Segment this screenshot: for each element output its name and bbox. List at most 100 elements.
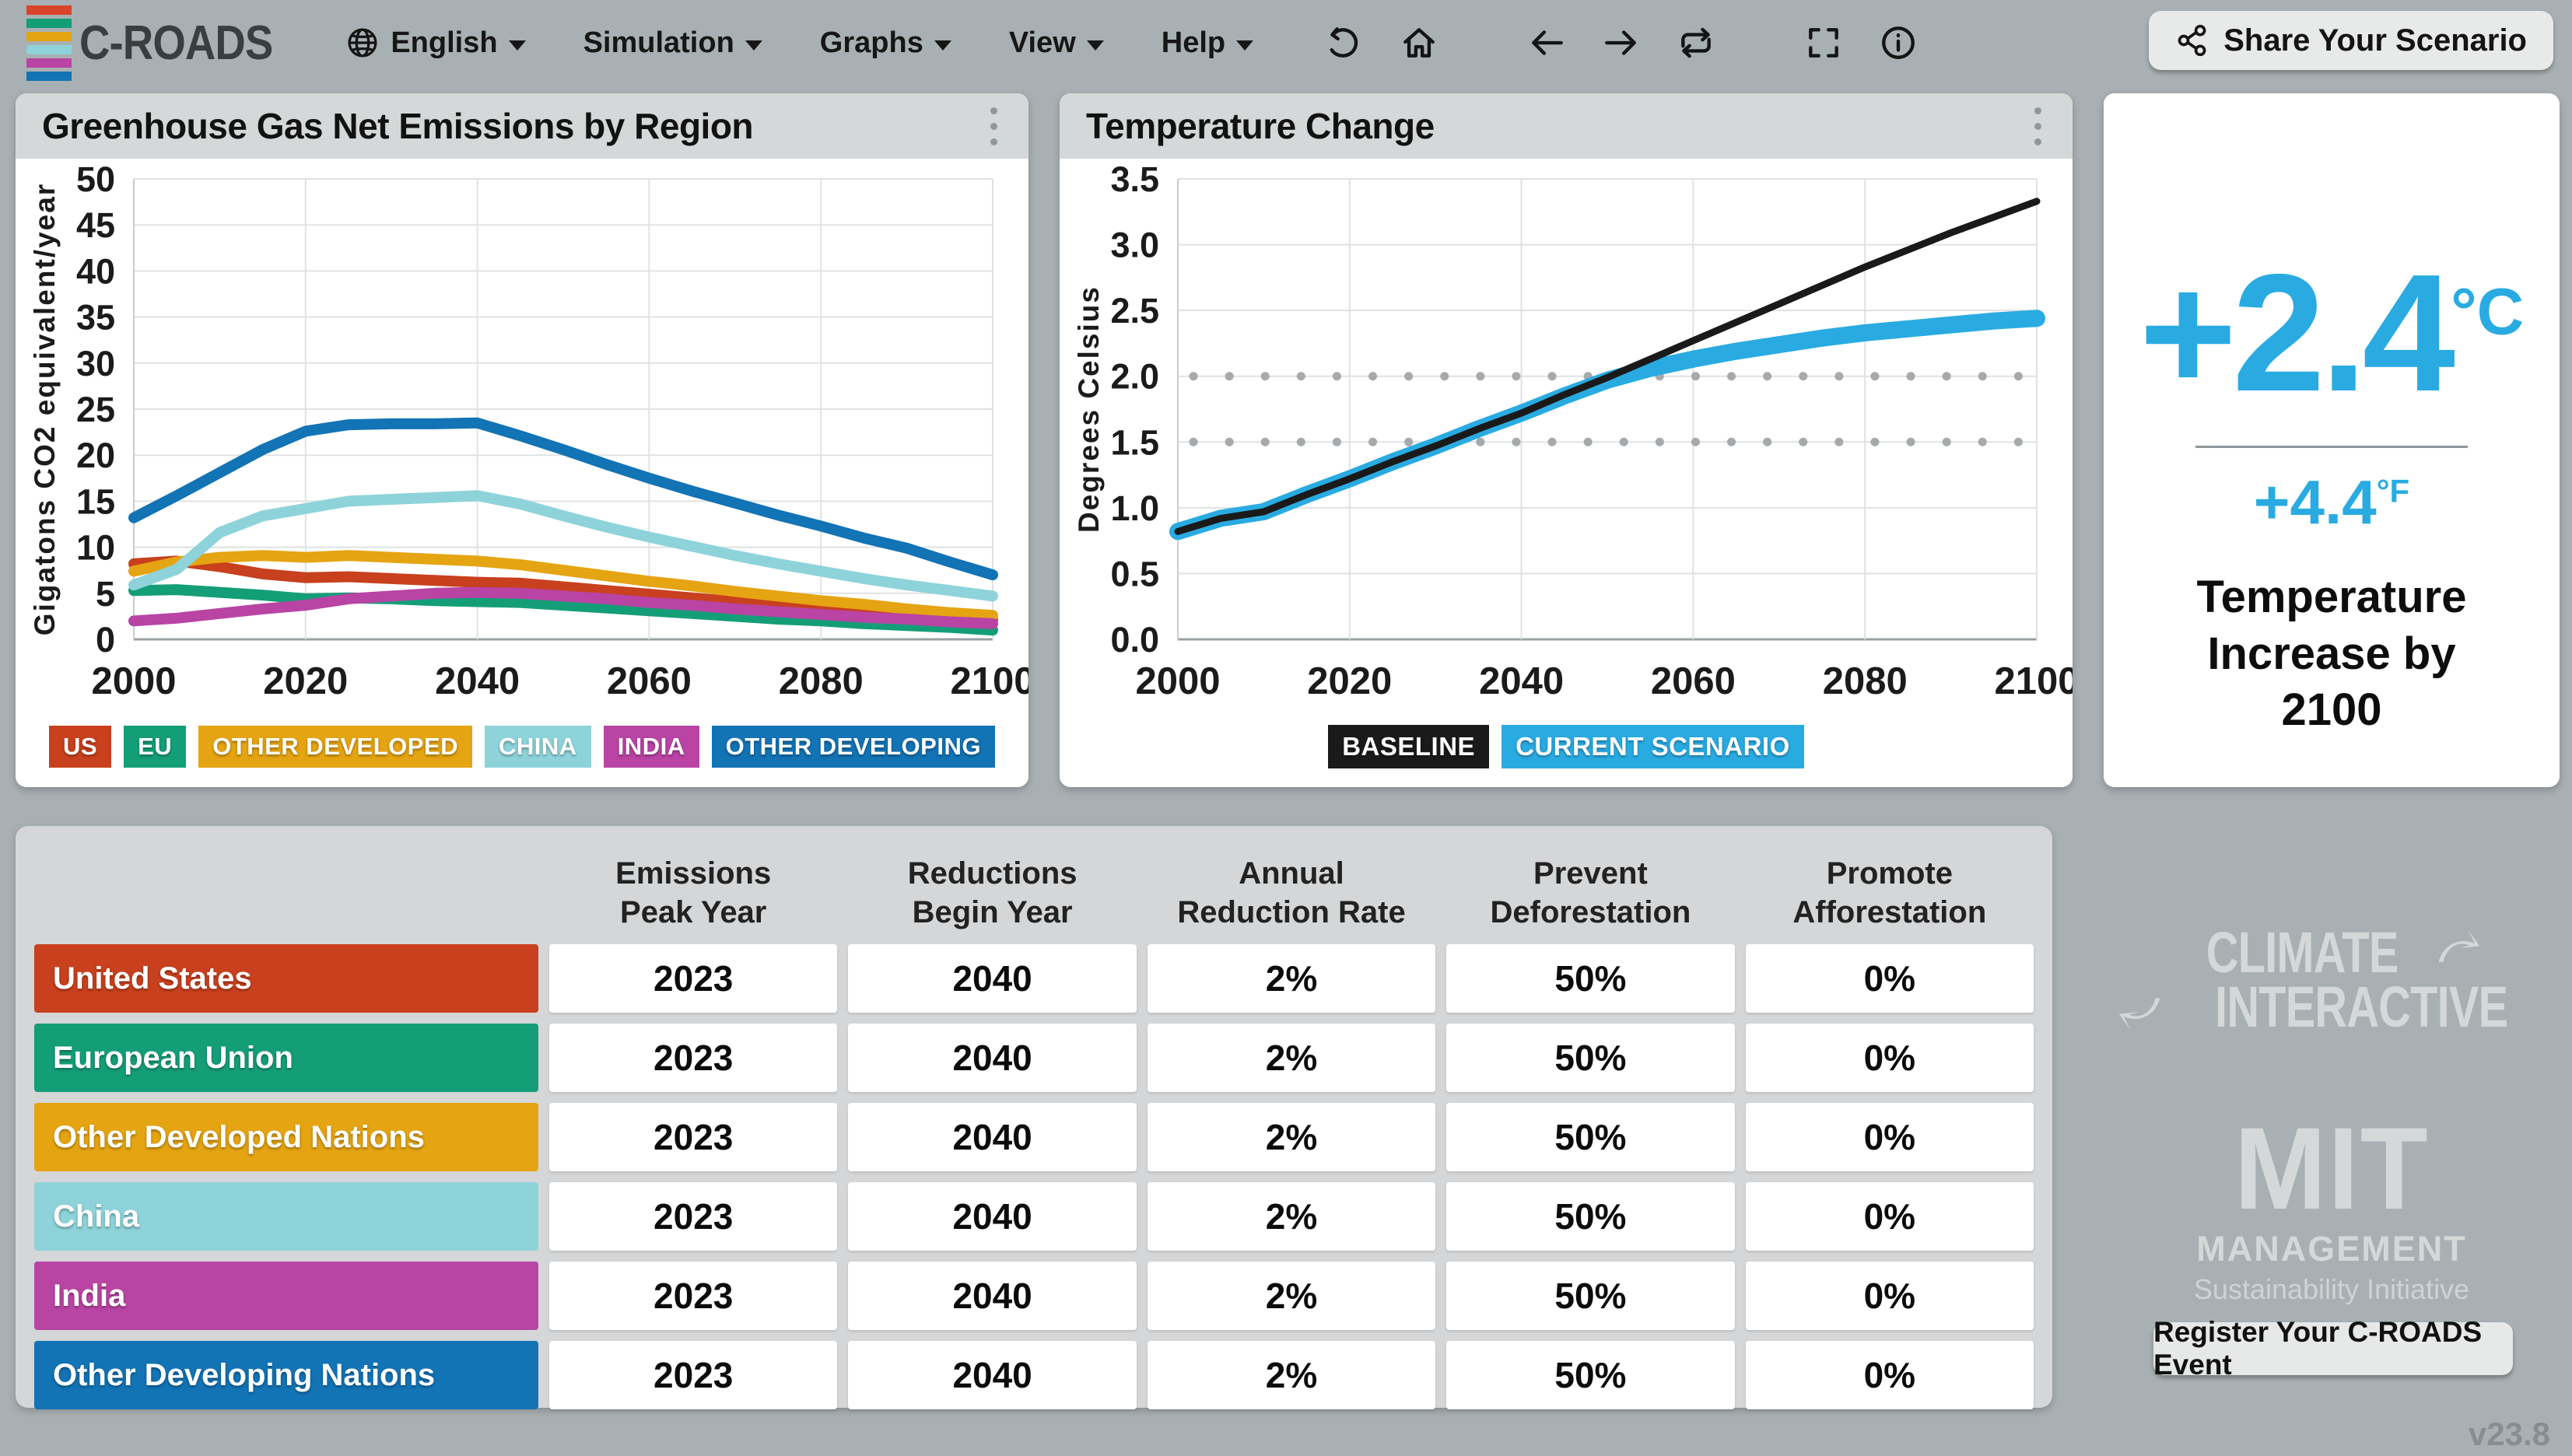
undo-button[interactable]: [1323, 22, 1365, 64]
svg-text:25: 25: [76, 390, 115, 429]
table-row-other-developed-nations: Other Developed Nations 2023 2040 2% 50% 0%: [34, 1103, 2034, 1171]
forward-button[interactable]: [1600, 22, 1642, 64]
value-cell-0[interactable]: 2023: [549, 1262, 838, 1330]
menu-language[interactable]: English: [345, 26, 526, 60]
legend-chip-other-developed[interactable]: OTHER DEVELOPED: [198, 726, 473, 768]
value-cell-4[interactable]: 0%: [1745, 1341, 2034, 1409]
region-label[interactable]: European Union: [34, 1024, 538, 1092]
value-cell-2[interactable]: 2%: [1147, 1341, 1436, 1409]
temperature-increase-fahrenheit: +4.4°F: [2253, 467, 2410, 537]
value-cell-2[interactable]: 2%: [1147, 1262, 1436, 1330]
svg-text:2020: 2020: [1307, 660, 1392, 702]
svg-text:2080: 2080: [1823, 660, 1908, 702]
menu-bar: English Simulation Graphs View Help: [345, 26, 1254, 60]
menu-view[interactable]: View: [1009, 26, 1104, 60]
value-cell-4[interactable]: 0%: [1745, 1103, 2034, 1171]
value-cell-4[interactable]: 0%: [1745, 1262, 2034, 1330]
mit-sustainability-label: Sustainability Initiative: [2193, 1272, 2470, 1305]
value-cell-2[interactable]: 2%: [1147, 1024, 1436, 1092]
table-row-other-developing-nations: Other Developing Nations 2023 2040 2% 50% 0%: [34, 1341, 2034, 1409]
temperature-panel-menu-button[interactable]: [2030, 103, 2046, 150]
c-roads-logo[interactable]: C-ROADS: [26, 5, 299, 81]
region-label[interactable]: Other Developing Nations: [34, 1341, 538, 1409]
svg-text:2.5: 2.5: [1110, 291, 1159, 331]
cycle-arrow-down-icon: [2118, 998, 2160, 1031]
value-cell-0[interactable]: 2023: [549, 944, 838, 1013]
emissions-panel-header: Greenhouse Gas Net Emissions by Region: [16, 93, 1028, 159]
table-row-european-union: European Union 2023 2040 2% 50% 0%: [34, 1024, 2034, 1092]
legend-chip-other-developing[interactable]: OTHER DEVELOPING: [711, 726, 995, 768]
value-cell-4[interactable]: 0%: [1745, 944, 2034, 1013]
share-your-scenario-button[interactable]: Share Your Scenario: [2149, 11, 2553, 70]
value-cell-1[interactable]: 2040: [848, 1103, 1137, 1171]
region-label[interactable]: India: [34, 1262, 538, 1330]
value-cell-2[interactable]: 2%: [1147, 944, 1436, 1013]
menu-help[interactable]: Help: [1162, 26, 1254, 60]
table-row-india: India 2023 2040 2% 50% 0%: [34, 1262, 2034, 1330]
navbar: C-ROADS English Simulation Graphs View H…: [0, 0, 2572, 86]
legend-chip-baseline[interactable]: BASELINE: [1328, 725, 1490, 768]
value-cell-3[interactable]: 50%: [1446, 1024, 1735, 1092]
value-cell-0[interactable]: 2023: [549, 1103, 838, 1171]
table-body: United States 2023 2040 2% 50% 0% European Uni…: [34, 944, 2034, 1409]
value-cell-3[interactable]: 50%: [1446, 1103, 1735, 1171]
value-cell-1[interactable]: 2040: [848, 944, 1137, 1013]
temperature-chart-panel: Temperature Change 0.0 0.5 1.0 1.5 2.0 2.5 3.0…: [1060, 93, 2073, 787]
logo-color-bars: [26, 5, 72, 81]
value-cell-1[interactable]: 2040: [848, 1024, 1137, 1092]
menu-graphs[interactable]: Graphs: [820, 26, 951, 60]
legend-chip-us[interactable]: US: [49, 726, 112, 768]
region-label[interactable]: China: [34, 1182, 538, 1251]
toolbar: [1323, 22, 1919, 64]
value-cell-0[interactable]: 2023: [549, 1024, 838, 1092]
menu-language-label: English: [391, 26, 498, 59]
register-event-button[interactable]: Register Your C-ROADS Event: [2153, 1316, 2513, 1381]
undo-icon: [1330, 27, 1358, 58]
value-cell-2[interactable]: 2%: [1147, 1182, 1436, 1251]
emissions-panel-menu-button[interactable]: [986, 103, 1002, 150]
table-row-united-states: United States 2023 2040 2% 50% 0%: [34, 944, 2034, 1013]
value-cell-1[interactable]: 2040: [848, 1262, 1137, 1330]
menu-simulation[interactable]: Simulation: [583, 26, 762, 60]
svg-text:40: 40: [76, 251, 115, 291]
climate-interactive-line1: CLIMATE: [2206, 920, 2399, 985]
svg-text:2040: 2040: [1479, 660, 1564, 702]
svg-text:2.0: 2.0: [1110, 357, 1159, 397]
svg-text:0.0: 0.0: [1110, 620, 1159, 660]
value-cell-3[interactable]: 50%: [1446, 1341, 1735, 1409]
value-cell-2[interactable]: 2%: [1147, 1103, 1436, 1171]
value-cell-3[interactable]: 50%: [1446, 1182, 1735, 1251]
legend-chip-current-scenario[interactable]: CURRENT SCENARIO: [1502, 725, 1804, 768]
value-cell-4[interactable]: 0%: [1745, 1182, 2034, 1251]
value-cell-1[interactable]: 2040: [848, 1182, 1137, 1251]
rerun-button[interactable]: [1675, 22, 1717, 64]
legend-chip-eu[interactable]: EU: [124, 726, 187, 768]
svg-text:3.0: 3.0: [1110, 226, 1159, 265]
svg-text:3.5: 3.5: [1110, 159, 1159, 199]
emissions-line-chart[interactable]: 0 5 10 15 20 25 30 35 40 45 50 2000 2020 2040 2060 2080…: [16, 159, 1028, 706]
region-label[interactable]: Other Developed Nations: [34, 1103, 538, 1171]
value-cell-0[interactable]: 2023: [549, 1182, 838, 1251]
back-button[interactable]: [1526, 22, 1568, 64]
info-icon: [1882, 26, 1915, 59]
temperature-line-chart[interactable]: 0.0 0.5 1.0 1.5 2.0 2.5 3.0 3.5 2000 2020 2040 2060…: [1060, 159, 2073, 706]
table-header-row: Emissions Peak Year Reductions Begin Year An…: [34, 837, 2034, 932]
value-cell-4[interactable]: 0%: [1745, 1024, 2034, 1092]
value-cell-0[interactable]: 2023: [549, 1341, 838, 1409]
legend-chip-india[interactable]: INDIA: [603, 726, 699, 768]
value-cell-3[interactable]: 50%: [1446, 944, 1735, 1013]
table-header-spacer: [34, 837, 538, 932]
info-button[interactable]: [1877, 22, 1919, 64]
region-label[interactable]: United States: [34, 944, 538, 1013]
svg-text:0.5: 0.5: [1110, 554, 1159, 593]
svg-text:2100: 2100: [950, 660, 1028, 702]
value-cell-1[interactable]: 2040: [848, 1341, 1137, 1409]
legend-chip-china[interactable]: CHINA: [485, 726, 591, 768]
value-cell-3[interactable]: 50%: [1446, 1262, 1735, 1330]
logo-text: C-ROADS: [79, 16, 273, 70]
home-button[interactable]: [1398, 22, 1440, 64]
emissions-panel-title: Greenhouse Gas Net Emissions by Region: [42, 106, 754, 146]
fullscreen-button[interactable]: [1803, 22, 1845, 64]
temperature-chart-body: 0.0 0.5 1.0 1.5 2.0 2.5 3.0 3.5 2000 2020 2040 2060…: [1060, 159, 2073, 787]
